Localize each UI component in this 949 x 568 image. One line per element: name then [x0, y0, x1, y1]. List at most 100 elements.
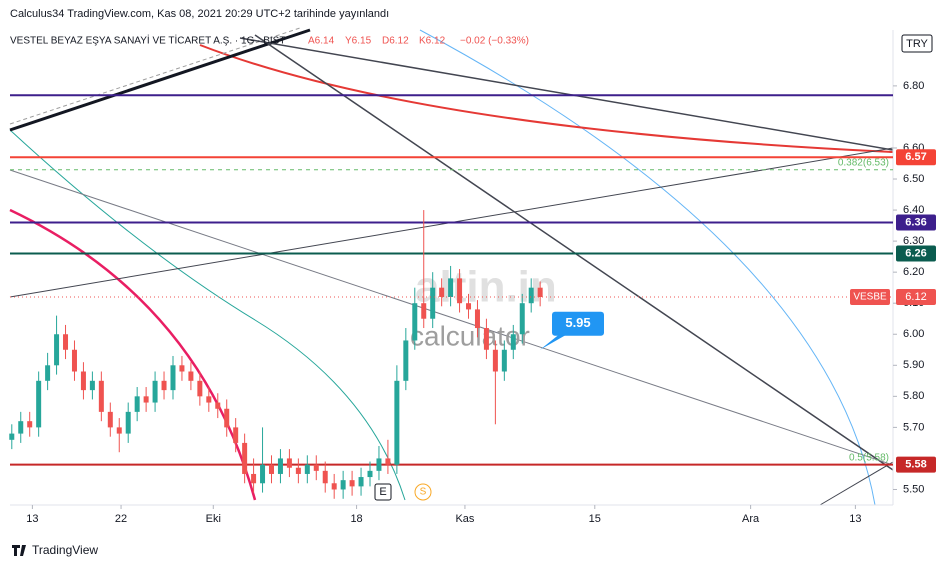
y-tick-label: 6.40 [903, 204, 924, 216]
candle-body [18, 421, 24, 434]
candle-body [63, 334, 69, 350]
fib-label: 0.5(5.58) [849, 452, 889, 463]
candle-body [510, 334, 516, 350]
level-label-box [896, 245, 936, 262]
candle-body [313, 464, 319, 471]
last-price-label: 6.12 [905, 291, 926, 303]
candle-body [54, 334, 60, 366]
candle-body [385, 458, 391, 465]
candle-body [161, 380, 167, 391]
ticker-box [850, 288, 890, 305]
last-price-box [896, 288, 936, 305]
arc [9, 129, 406, 501]
event-circle [414, 483, 432, 501]
x-tick-label: 13 [849, 513, 861, 525]
candle-body [528, 287, 534, 304]
candle-body [474, 309, 480, 329]
candle-body [125, 411, 131, 434]
x-tick-label: 15 [589, 513, 601, 525]
y-tick-label: 6.80 [903, 80, 924, 92]
x-tick-label: 13 [26, 513, 38, 525]
watermark: calculator [410, 320, 530, 351]
trend-line [819, 461, 894, 506]
x-tick-label: Ara [742, 513, 760, 525]
candle-body [80, 371, 86, 391]
candle-body [98, 380, 104, 412]
candle-body [501, 349, 507, 372]
candle-body [134, 396, 140, 412]
legend-low: D6.12 [382, 36, 409, 47]
level-label: 6.36 [905, 216, 926, 228]
candle-body [71, 349, 77, 372]
candle-body [233, 427, 239, 443]
trend-line [254, 34, 894, 471]
currency: TRY [906, 38, 928, 50]
callout-label: 5.95 [565, 315, 590, 330]
candle-body [403, 340, 409, 381]
trend-line [239, 37, 894, 151]
event: E [379, 486, 386, 498]
candle-body [107, 411, 113, 428]
y-tick-label: 6.30 [903, 235, 924, 247]
candle-body [179, 365, 185, 372]
candle-body [116, 427, 122, 434]
candle-body [331, 483, 337, 490]
candle-body [457, 278, 463, 304]
arc [419, 29, 876, 506]
candle-body [45, 365, 51, 381]
fib-label: 0.382(6.53) [838, 157, 889, 168]
candle-body [412, 303, 418, 341]
candle-body [483, 328, 489, 350]
candle-body [152, 380, 158, 403]
header: Calculus34 TradingView.com, Kas 08, 2021… [10, 8, 389, 20]
candle-body [215, 402, 221, 409]
level-label: 6.26 [905, 247, 926, 259]
level-label: 6.57 [905, 151, 926, 163]
candle-body [242, 442, 248, 474]
candle-body [143, 396, 149, 403]
currency-box [901, 34, 933, 53]
event-box [374, 483, 392, 501]
footer: TradingView [32, 543, 98, 557]
candle-body [286, 458, 292, 468]
x-tick-label: Eki [206, 513, 221, 525]
drawings [9, 27, 894, 506]
curve [199, 44, 894, 153]
x-tick-label: Kas [455, 513, 474, 525]
candle-body [519, 303, 525, 335]
candle-body [188, 371, 194, 381]
candle-body [439, 287, 445, 297]
y-tick-label: 5.70 [903, 421, 924, 433]
candle-body [537, 287, 543, 297]
footer-logo [12, 545, 26, 556]
candle-body [376, 458, 382, 471]
candle-body [89, 380, 95, 391]
candle-body [206, 396, 212, 403]
candle-body [466, 303, 472, 310]
x-tick-label: 18 [350, 513, 362, 525]
trend-line [9, 27, 301, 125]
candle-body [394, 380, 400, 465]
candle-body [27, 421, 33, 428]
candle-body [367, 470, 373, 478]
candle-body [268, 464, 274, 474]
trend-line [9, 28, 311, 132]
candle-body [322, 470, 328, 484]
legend-change: −0.02 (−0.33%) [460, 36, 529, 47]
level-label-box [896, 456, 936, 473]
candle-body [492, 349, 498, 372]
level-label-box [896, 149, 936, 166]
y-tick-label: 6.20 [903, 266, 924, 278]
candle-body [340, 480, 346, 490]
candle-body [430, 287, 436, 319]
legend-close: K6.12 [419, 36, 446, 47]
level-label-box [896, 214, 936, 231]
legend-values: A6.14 Y6.15 D6.12 K6.12 −0.02 (−0.33%) [308, 36, 529, 47]
symbol: VESTEL BEYAZ EŞYA SANAYİ VE TİCARET A.Ş.… [10, 34, 285, 47]
y-tick-label: 6.50 [903, 173, 924, 185]
candle-body [358, 477, 364, 487]
candle-body [224, 408, 230, 428]
y-tick-label: 5.80 [903, 390, 924, 402]
candle-body [170, 365, 176, 391]
